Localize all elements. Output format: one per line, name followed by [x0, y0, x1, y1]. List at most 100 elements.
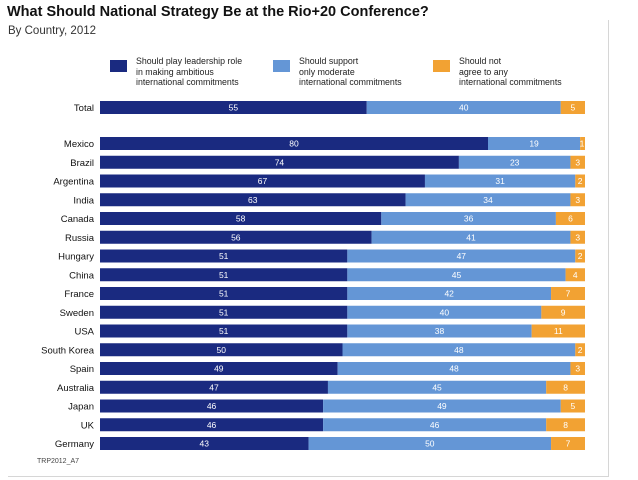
- bar-russia-no-commitment: [570, 230, 585, 244]
- legend-label-moderate: Should support only moderate international…: [299, 56, 402, 87]
- data-label-total-no-commitment: 5: [571, 103, 576, 113]
- chart-subtitle: By Country, 2012: [8, 25, 97, 37]
- category-label-sweden: Sweden: [60, 308, 94, 319]
- bar-usa-leadership: [100, 324, 348, 338]
- data-label-canada-leadership: 58: [236, 214, 246, 224]
- bar-france-leadership: [100, 287, 348, 300]
- bar-hungary-moderate: [347, 249, 576, 263]
- data-label-australia-leadership: 47: [209, 382, 219, 392]
- bar-russia-moderate: [371, 230, 571, 244]
- bar-hungary-leadership: [100, 249, 348, 263]
- category-label-uk: UK: [81, 420, 95, 431]
- bar-brazil-leadership: [100, 155, 459, 169]
- bar-usa-moderate: [347, 324, 532, 338]
- bar-south-korea-no-commitment: [575, 343, 585, 357]
- bar-argentina-leadership: [100, 174, 425, 188]
- data-label-hungary-no-commitment: 2: [578, 251, 583, 261]
- bar-mexico-moderate: [488, 137, 581, 150]
- data-label-mexico-leadership: 80: [289, 139, 299, 149]
- bar-brazil-moderate: [458, 155, 571, 169]
- bar-uk-leadership: [100, 418, 324, 432]
- data-label-germany-leadership: 43: [200, 439, 210, 449]
- bar-argentina-no-commitment: [575, 174, 585, 188]
- legend-swatch-leadership: [110, 60, 127, 72]
- category-label-south-korea: South Korea: [41, 345, 95, 356]
- category-label-mexico: Mexico: [64, 139, 94, 150]
- category-label-total: Total: [74, 103, 94, 114]
- data-label-usa-no-commitment: 11: [554, 326, 563, 336]
- bar-total-moderate: [366, 101, 561, 114]
- data-label-australia-moderate: 45: [432, 382, 442, 392]
- data-label-germany-moderate: 50: [425, 439, 435, 449]
- bar-india-no-commitment: [570, 193, 585, 207]
- data-label-canada-no-commitment: 6: [568, 214, 573, 224]
- data-label-usa-moderate: 38: [435, 326, 445, 336]
- data-label-japan-leadership: 46: [207, 401, 217, 411]
- bar-sweden-leadership: [100, 305, 348, 319]
- bar-uk-moderate: [323, 418, 547, 432]
- data-label-uk-leadership: 46: [207, 420, 217, 430]
- data-label-brazil-moderate: 23: [510, 157, 520, 167]
- bar-sweden-moderate: [347, 305, 542, 319]
- data-label-canada-moderate: 36: [464, 214, 474, 224]
- bar-spain-no-commitment: [570, 362, 585, 375]
- bar-india-leadership: [100, 193, 406, 207]
- data-label-sweden-moderate: 40: [440, 307, 450, 317]
- legend-swatch-moderate: [273, 60, 290, 72]
- data-label-india-leadership: 63: [248, 195, 258, 205]
- category-label-brazil: Brazil: [70, 158, 94, 169]
- bar-sweden-no-commitment: [541, 305, 585, 319]
- data-label-south-korea-leadership: 50: [217, 345, 227, 355]
- legend-swatch-no-commitment: [433, 60, 450, 72]
- data-label-france-moderate: 42: [444, 289, 454, 299]
- category-label-canada: Canada: [61, 214, 95, 225]
- bar-brazil-no-commitment: [570, 155, 585, 169]
- data-label-india-moderate: 34: [483, 195, 493, 205]
- legend-label-no-commitment: Should not agree to any international comm…: [459, 56, 562, 87]
- legend-label-leadership: Should play leadership role in making amb…: [136, 56, 243, 87]
- category-label-australia: Australia: [57, 383, 95, 394]
- bar-total-no-commitment: [560, 101, 585, 114]
- bar-china-leadership: [100, 268, 348, 282]
- category-label-spain: Spain: [70, 364, 94, 375]
- data-label-sweden-no-commitment: 9: [561, 307, 566, 317]
- data-label-australia-no-commitment: 8: [563, 382, 568, 392]
- bar-japan-leadership: [100, 399, 324, 413]
- chart-title: What Should National Strategy Be at the …: [7, 4, 429, 20]
- category-label-argentina: Argentina: [53, 177, 94, 188]
- data-label-brazil-leadership: 74: [275, 157, 285, 167]
- source-footnote: TRP2012_A7: [37, 458, 80, 465]
- data-label-argentina-moderate: 31: [495, 176, 505, 186]
- bar-france-no-commitment: [551, 287, 585, 300]
- category-label-usa: USA: [74, 327, 94, 338]
- bar-argentina-moderate: [424, 174, 576, 188]
- data-label-spain-leadership: 49: [214, 364, 224, 374]
- data-label-russia-leadership: 56: [231, 232, 241, 242]
- category-label-germany: Germany: [55, 439, 94, 450]
- data-label-mexico-moderate: 19: [529, 139, 539, 149]
- bar-india-moderate: [405, 193, 571, 207]
- bar-usa-no-commitment: [531, 324, 585, 338]
- bar-japan-no-commitment: [560, 399, 585, 413]
- bar-mexico-no-commitment: [580, 137, 585, 150]
- data-label-argentina-no-commitment: 2: [578, 176, 583, 186]
- data-label-russia-no-commitment: 3: [575, 232, 580, 242]
- bar-france-moderate: [347, 287, 552, 300]
- bar-hungary-no-commitment: [575, 249, 585, 263]
- data-label-china-no-commitment: 4: [573, 270, 578, 280]
- data-label-south-korea-moderate: 48: [454, 345, 464, 355]
- bar-canada-moderate: [381, 212, 556, 225]
- data-label-china-leadership: 51: [219, 270, 229, 280]
- data-label-sweden-leadership: 51: [219, 307, 229, 317]
- data-label-uk-moderate: 46: [430, 420, 440, 430]
- data-label-mexico-no-commitment: 1: [580, 139, 585, 149]
- bar-australia-leadership: [100, 380, 328, 394]
- bar-south-korea-moderate: [342, 343, 576, 357]
- bar-china-no-commitment: [565, 268, 585, 282]
- bar-canada-leadership: [100, 212, 382, 225]
- data-label-france-leadership: 51: [219, 289, 229, 299]
- data-label-total-moderate: 40: [459, 103, 469, 113]
- legend-item-no-commitment: Should not agree to any international comm…: [433, 56, 562, 88]
- bar-spain-leadership: [100, 362, 338, 375]
